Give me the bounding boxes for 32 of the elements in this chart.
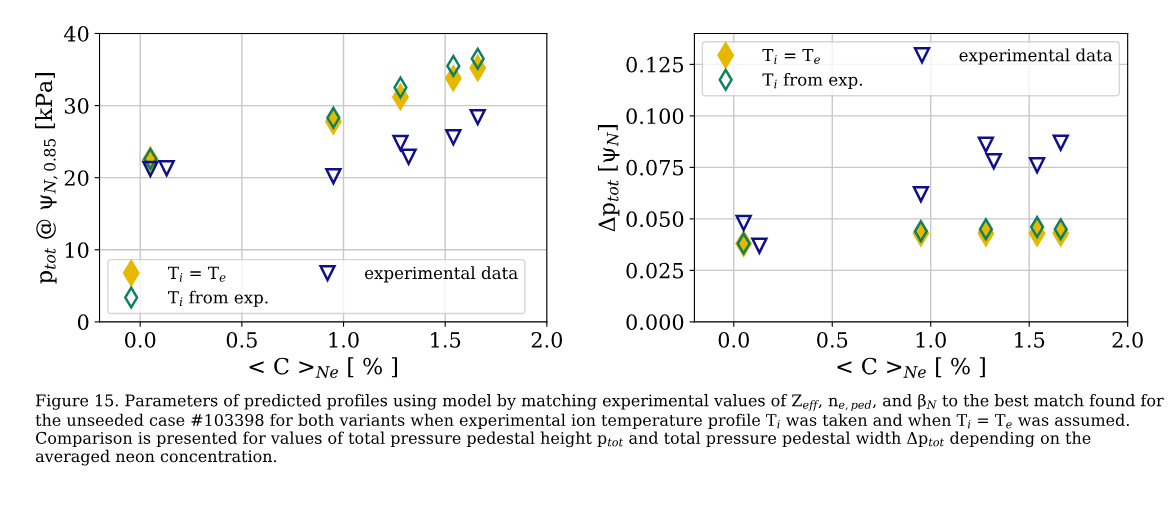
x-tick-label: 0.5 (226, 331, 257, 348)
x-tick-label: 2.0 (1112, 331, 1143, 348)
legend-label: T$_{i}$ from exp. (762, 72, 862, 90)
x-tick-label: 1.0 (916, 331, 946, 348)
x-tick-label: 0.0 (718, 331, 749, 348)
x-tick-label: 1.5 (431, 331, 461, 348)
y-tick-label: 0.125 (626, 56, 684, 73)
y-tick-label: 0 (77, 314, 89, 331)
legend-label: experimental data (959, 48, 1113, 65)
x-axis-title: < C >$_{Ne}$ [ % ] (249, 357, 398, 378)
y-tick-label: 30 (64, 98, 89, 114)
x-tick-label: 0.0 (125, 331, 156, 348)
y-tick-label: 0.075 (626, 159, 684, 176)
x-tick-label: 0.5 (817, 331, 848, 348)
x-tick-label: 1.5 (1015, 331, 1045, 348)
y-axis-title: p$_{tot}$ @ ψ$_{N,0.85}$ [kPa] (35, 73, 58, 284)
y-tick-label: 0.050 (626, 211, 684, 228)
y-tick-label: 0.100 (626, 108, 684, 125)
text: Figure 15. Parameters of predicted profiles using model by matching experimental values of Z$_{eff}$, n$_{e,ped}$, and β$_{N}$ to the best match found for the unseeded case #103398 for both variants when experimental ion temperature profile T$_{i}$ was taken and when T$_{i}$ = T$_{e}$ was assumed. Comparison is presented for values of total pressure pedestal height p$_{tot}$ and total pressure pedestal width Δp$_{tot}$ depending on the averaged neon concentration. (35, 393, 1164, 466)
y-tick-label: 0.000 (626, 314, 684, 331)
x-axis-title: < C >$_{Ne}$ [ % ] (837, 357, 985, 378)
y-tick-label: 20 (64, 170, 89, 186)
legend-label: T$_{i}$ from exp. (168, 290, 268, 307)
x-tick-label: 2.0 (531, 331, 563, 348)
y-axis-title: Δp$_{tot}$ [ψ$_{N}$] (597, 125, 620, 232)
legend-label: T$_{i}$ = T$_{e}$ (762, 48, 820, 64)
y-tick-label: 40 (63, 25, 89, 42)
legend-label: T$_{i}$ = T$_{e}$ (168, 266, 226, 282)
y-tick-label: 0.025 (626, 262, 684, 279)
x-tick-label: 1.0 (329, 331, 359, 348)
legend-label: experimental data (365, 266, 518, 283)
y-tick-label: 10 (65, 242, 89, 258)
